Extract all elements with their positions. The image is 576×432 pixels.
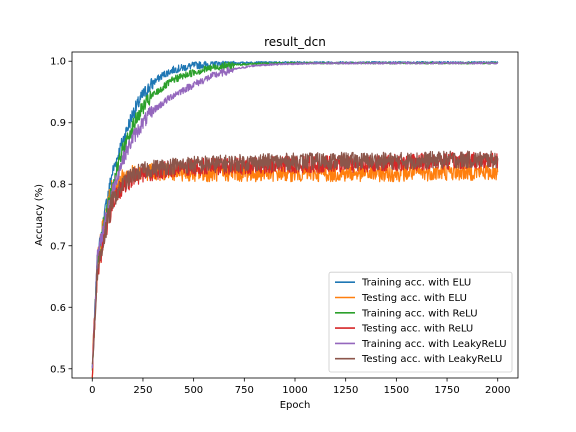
x-axis-ticks: 0 250 500 750 1000 1250 1500 1750 2000 <box>89 378 510 396</box>
y-tick-label: 0.5 <box>50 364 66 375</box>
legend-label: Testing acc. with ReLU <box>361 324 473 335</box>
y-tick-label: 0.6 <box>50 303 66 314</box>
legend-label: Testing acc. with LeakyReLU <box>361 354 502 365</box>
legend-label: Training acc. with ELU <box>361 278 471 289</box>
series-layer <box>91 60 499 378</box>
y-tick-label: 0.8 <box>50 180 66 191</box>
x-axis-label: Epoch <box>280 400 311 411</box>
legend-box <box>328 271 513 373</box>
x-tick-label: 1000 <box>282 385 307 396</box>
x-tick-label: 750 <box>235 385 254 396</box>
x-tick-label: 2000 <box>485 385 510 396</box>
y-tick-label: 0.9 <box>50 118 66 129</box>
y-tick-label: 1.0 <box>50 57 66 68</box>
x-tick-label: 1750 <box>434 385 459 396</box>
x-tick-label: 1250 <box>333 385 358 396</box>
series-line-5 <box>91 150 499 365</box>
y-axis-ticks: 0.5 0.6 0.7 0.8 0.9 1.0 <box>50 57 72 375</box>
x-tick-label: 500 <box>184 385 203 396</box>
y-axis-label: Accuacy (%) <box>34 184 45 246</box>
x-tick-label: 250 <box>133 385 152 396</box>
chart-title: result_dcn <box>264 35 326 49</box>
y-tick-label: 0.7 <box>50 241 66 252</box>
series-line-4 <box>91 61 499 369</box>
legend-label: Testing acc. with ELU <box>361 293 467 304</box>
legend: Training acc. with ELU Testing acc. with … <box>328 271 513 373</box>
x-tick-label: 1500 <box>384 385 409 396</box>
legend-label: Training acc. with ReLU <box>361 308 478 319</box>
x-tick-label: 0 <box>89 385 95 396</box>
legend-label: Training acc. with LeakyReLU <box>361 339 507 350</box>
